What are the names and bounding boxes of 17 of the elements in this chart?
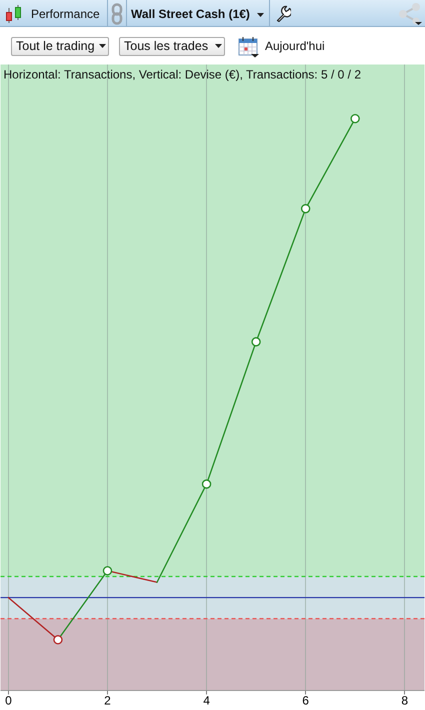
text: Performance [31,7,100,21]
x-tick-label: 0 [5,694,12,708]
x-tick-label: 8 [401,694,408,708]
dropdown-button: Tout le trading [11,37,109,56]
point [202,479,212,489]
point [300,204,310,214]
point [102,566,112,576]
point [53,635,63,644]
point [251,337,261,346]
text: Wall Street Cash (1€) [131,7,250,21]
x-tick-label: 4 [203,694,210,708]
chart-title: Horizontal: Transactions, Vertical: Devise (€), Transactions: 5 / 0 / 2 [4,68,362,82]
dropdown-button: Tous les trades [119,37,225,56]
x-tick-label: 2 [104,694,112,708]
point [350,114,360,124]
x-tick-label: 6 [302,694,310,708]
text: Aujourd'hui [265,39,325,53]
